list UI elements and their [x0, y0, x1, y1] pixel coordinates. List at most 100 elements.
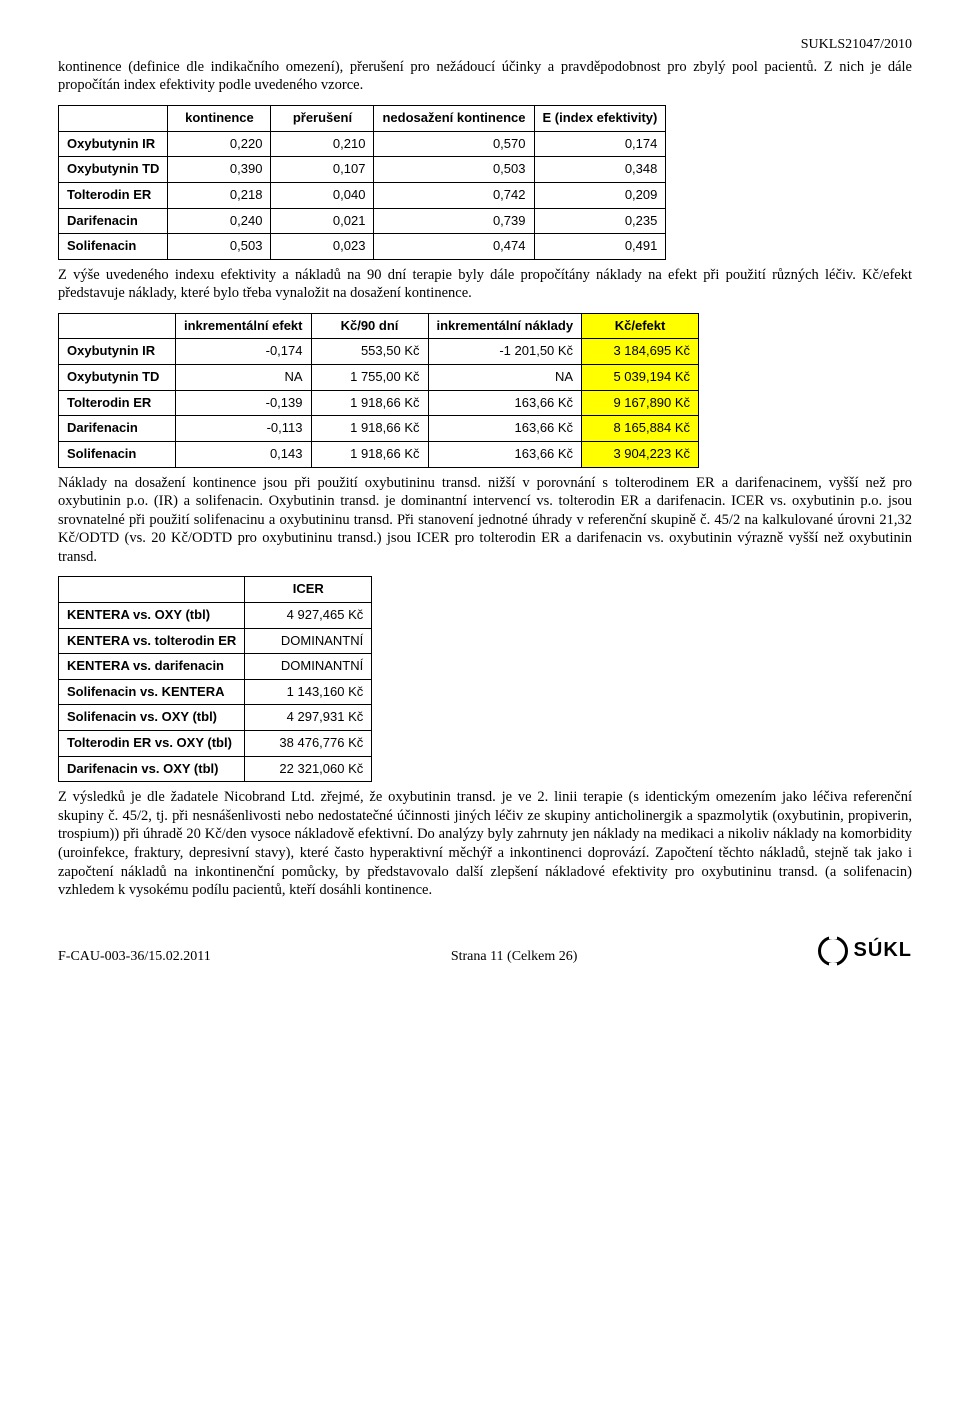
- logo-text: SÚKL: [854, 938, 912, 964]
- t1-h4: E (index efektivity): [534, 106, 666, 132]
- cell: 1 918,66 Kč: [311, 416, 428, 442]
- cell: 163,66 Kč: [428, 416, 582, 442]
- cell: 0,503: [168, 234, 271, 260]
- table-costs: inkrementální efekt Kč/90 dní inkrementá…: [58, 313, 699, 468]
- row-label: Oxybutynin TD: [59, 365, 176, 391]
- row-label: Darifenacin: [59, 208, 168, 234]
- table-effectivity: kontinence přerušení nedosažení kontinen…: [58, 105, 666, 260]
- cell: 0,348: [534, 157, 666, 183]
- table-row: Oxybutynin IR0,2200,2100,5700,174: [59, 131, 666, 157]
- cell: 0,218: [168, 182, 271, 208]
- cell: 0,210: [271, 131, 374, 157]
- t1-h3: nedosažení kontinence: [374, 106, 534, 132]
- cell: 0,503: [374, 157, 534, 183]
- row-label: Solifenacin vs. OXY (tbl): [59, 705, 245, 731]
- mid-paragraph: Náklady na dosažení kontinence jsou při …: [58, 474, 912, 567]
- cell: -0,139: [176, 390, 312, 416]
- table-row: Tolterodin ER0,2180,0400,7420,209: [59, 182, 666, 208]
- cell: 3 904,223 Kč: [582, 441, 699, 467]
- row-label: KENTERA vs. tolterodin ER: [59, 628, 245, 654]
- cell: 0,220: [168, 131, 271, 157]
- cell: 0,174: [534, 131, 666, 157]
- cell: 553,50 Kč: [311, 339, 428, 365]
- t1-h1: kontinence: [168, 106, 271, 132]
- doc-id: SUKLS21047/2010: [58, 36, 912, 54]
- intro-paragraph: kontinence (definice dle indikačního ome…: [58, 58, 912, 95]
- t2-h2: Kč/90 dní: [311, 313, 428, 339]
- row-label: Solifenacin: [59, 234, 168, 260]
- row-label: Darifenacin vs. OXY (tbl): [59, 756, 245, 782]
- cell: 9 167,890 Kč: [582, 390, 699, 416]
- cell: 4 297,931 Kč: [245, 705, 372, 731]
- cell: 1 143,160 Kč: [245, 679, 372, 705]
- page-footer: F-CAU-003-36/15.02.2011 Strana 11 (Celke…: [58, 936, 912, 966]
- row-label: Solifenacin: [59, 441, 176, 467]
- cell: -0,113: [176, 416, 312, 442]
- cell: 0,107: [271, 157, 374, 183]
- cell: DOMINANTNÍ: [245, 654, 372, 680]
- footer-center: Strana 11 (Celkem 26): [451, 948, 578, 966]
- logo-icon: [818, 936, 848, 966]
- t2-h0: [59, 313, 176, 339]
- row-label: Tolterodin ER: [59, 390, 176, 416]
- table-row: Tolterodin ER vs. OXY (tbl)38 476,776 Kč: [59, 731, 372, 757]
- final-paragraph: Z výsledků je dle žadatele Nicobrand Ltd…: [58, 788, 912, 899]
- t2-h4: Kč/efekt: [582, 313, 699, 339]
- cell: 0,491: [534, 234, 666, 260]
- cell: 0,040: [271, 182, 374, 208]
- row-label: Tolterodin ER vs. OXY (tbl): [59, 731, 245, 757]
- cell: 0,570: [374, 131, 534, 157]
- cell: 0,235: [534, 208, 666, 234]
- cell: DOMINANTNÍ: [245, 628, 372, 654]
- table-row: Darifenacin0,2400,0210,7390,235: [59, 208, 666, 234]
- row-label: Darifenacin: [59, 416, 176, 442]
- cell: 0,021: [271, 208, 374, 234]
- cell: 0,742: [374, 182, 534, 208]
- cell: 0,474: [374, 234, 534, 260]
- cell: 3 184,695 Kč: [582, 339, 699, 365]
- t2-h1: inkrementální efekt: [176, 313, 312, 339]
- cell: 38 476,776 Kč: [245, 731, 372, 757]
- cell: 5 039,194 Kč: [582, 365, 699, 391]
- table-row: KENTERA vs. OXY (tbl)4 927,465 Kč: [59, 602, 372, 628]
- t1-h0: [59, 106, 168, 132]
- t2-h3: inkrementální náklady: [428, 313, 582, 339]
- row-label: KENTERA vs. darifenacin: [59, 654, 245, 680]
- table-row: Oxybutynin IR-0,174553,50 Kč-1 201,50 Kč…: [59, 339, 699, 365]
- cell: 0,390: [168, 157, 271, 183]
- sukl-logo: SÚKL: [818, 936, 912, 966]
- table-row: Solifenacin0,1431 918,66 Kč163,66 Kč3 90…: [59, 441, 699, 467]
- cell: 0,023: [271, 234, 374, 260]
- table-row: Oxybutynin TD0,3900,1070,5030,348: [59, 157, 666, 183]
- cell: 163,66 Kč: [428, 390, 582, 416]
- cell: NA: [176, 365, 312, 391]
- cell: 0,739: [374, 208, 534, 234]
- row-label: Oxybutynin IR: [59, 131, 168, 157]
- table-row: Solifenacin0,5030,0230,4740,491: [59, 234, 666, 260]
- table-row: Tolterodin ER-0,1391 918,66 Kč163,66 Kč9…: [59, 390, 699, 416]
- table-row: KENTERA vs. tolterodin ERDOMINANTNÍ: [59, 628, 372, 654]
- cell: 8 165,884 Kč: [582, 416, 699, 442]
- row-label: Oxybutynin TD: [59, 157, 168, 183]
- row-label: Solifenacin vs. KENTERA: [59, 679, 245, 705]
- table-row: Darifenacin vs. OXY (tbl)22 321,060 Kč: [59, 756, 372, 782]
- cell: 163,66 Kč: [428, 441, 582, 467]
- cell: NA: [428, 365, 582, 391]
- row-label: Oxybutynin IR: [59, 339, 176, 365]
- cell: 1 755,00 Kč: [311, 365, 428, 391]
- cell: -1 201,50 Kč: [428, 339, 582, 365]
- row-label: KENTERA vs. OXY (tbl): [59, 602, 245, 628]
- after-t1-paragraph: Z výše uvedeného indexu efektivity a nák…: [58, 266, 912, 303]
- footer-left: F-CAU-003-36/15.02.2011: [58, 948, 211, 966]
- table-row: Oxybutynin TDNA1 755,00 KčNA5 039,194 Kč: [59, 365, 699, 391]
- cell: 0,143: [176, 441, 312, 467]
- cell: -0,174: [176, 339, 312, 365]
- cell: 1 918,66 Kč: [311, 390, 428, 416]
- t1-h2: přerušení: [271, 106, 374, 132]
- cell: 1 918,66 Kč: [311, 441, 428, 467]
- cell: 22 321,060 Kč: [245, 756, 372, 782]
- cell: 0,209: [534, 182, 666, 208]
- cell: 0,240: [168, 208, 271, 234]
- t3-h-blank: [59, 577, 245, 603]
- table-row: Solifenacin vs. KENTERA1 143,160 Kč: [59, 679, 372, 705]
